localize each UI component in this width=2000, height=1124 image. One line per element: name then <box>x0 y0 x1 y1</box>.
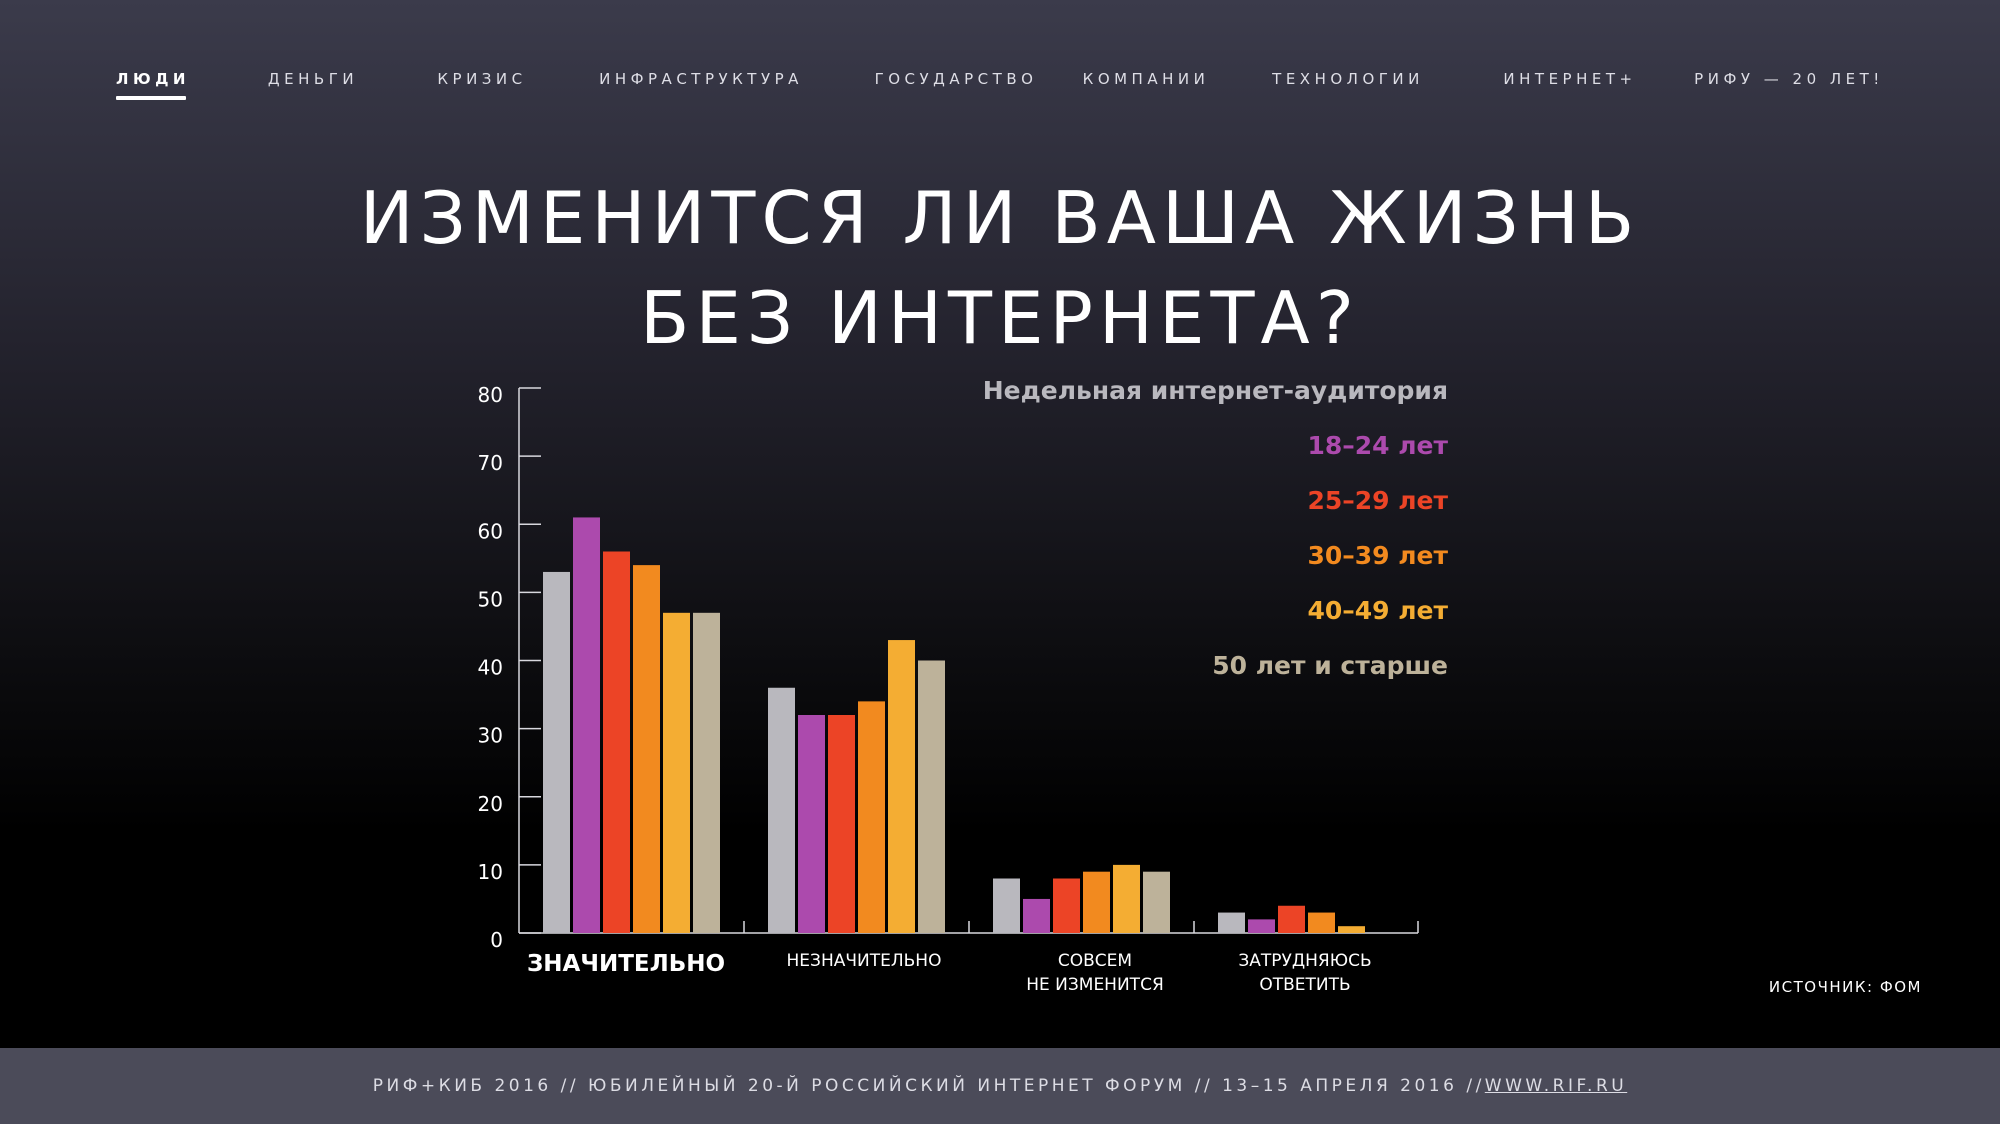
legend-entry-1: Недельная интернет-аудитория <box>983 376 1448 405</box>
bar-2-series-3 <box>828 715 855 933</box>
category-label-1: ЗНАЧИТЕЛЬНО <box>527 951 725 977</box>
legend-entry-3: 25–29 лет <box>1307 486 1448 515</box>
nav-item-5[interactable]: ГОСУДАРСТВО <box>874 70 1038 88</box>
nav-item-3[interactable]: КРИЗИС <box>437 70 527 88</box>
nav-item-7[interactable]: ТЕХНОЛОГИИ <box>1272 70 1424 88</box>
y-tick-label-50: 50 <box>478 587 503 611</box>
bar-2-series-1 <box>768 687 795 933</box>
category-label-2-line-1: НЕЗНАЧИТЕЛЬНО <box>787 951 942 971</box>
bar-1-series-6 <box>693 612 720 933</box>
category-label-4-line-1: ЗАТРУДНЯЮСЬ <box>1238 951 1371 971</box>
top-navigation: ЛЮДИ ДЕНЬГИ КРИЗИС ИНФРАСТРУКТУРА ГОСУДАРСТВ… <box>0 70 2000 110</box>
y-tick-label-30: 30 <box>478 724 503 748</box>
bar-2-series-6 <box>918 660 945 933</box>
bar-2-series-4 <box>858 701 885 933</box>
bar-3-series-4 <box>1083 871 1110 933</box>
footer-site-link[interactable]: WWW.RIF.RU <box>1484 1076 1628 1096</box>
footer-text: РИФ+КИБ 2016 // ЮБИЛЕЙНЫЙ 20-Й РОССИЙСКИ… <box>372 1076 1485 1096</box>
legend-entry-2: 18–24 лет <box>1307 431 1448 460</box>
category-label-4-line-2: ОТВЕТИТЬ <box>1259 975 1350 995</box>
category-label-4: ЗАТРУДНЯЮСЬ ОТВЕТИТЬ <box>1238 951 1371 995</box>
nav-item-6[interactable]: КОМПАНИИ <box>1082 70 1210 88</box>
bar-4-series-1 <box>1218 912 1245 933</box>
bar-4-series-4 <box>1308 912 1335 933</box>
footer-bar: РИФ+КИБ 2016 // ЮБИЛЕЙНЫЙ 20-Й РОССИЙСКИ… <box>0 1048 2000 1124</box>
legend-entry-6: 50 лет и старше <box>1212 651 1448 680</box>
bar-4-series-5 <box>1338 926 1365 933</box>
category-label-1-line-1: ЗНАЧИТЕЛЬНО <box>527 951 725 977</box>
bar-1-series-2 <box>573 517 600 933</box>
page-title-line-1: ИЗМЕНИТСЯ ЛИ ВАША ЖИЗНЬ <box>359 176 1641 260</box>
nav-item-2[interactable]: ДЕНЬГИ <box>267 70 359 88</box>
bar-1-series-3 <box>603 551 630 933</box>
bar-chart: 0 10 20 30 40 50 60 70 80 ЗНАЧИТЕЛЬНО НЕЗНАЧИТЕЛЬН… <box>478 376 1449 995</box>
y-tick-label-60: 60 <box>478 519 503 543</box>
bar-2-series-2 <box>798 715 825 933</box>
page-title: ИЗМЕНИТСЯ ЛИ ВАША ЖИЗНЬ БЕЗ ИНТЕРНЕТА? <box>0 168 2000 368</box>
category-label-3: СОВСЕМ НЕ ИЗМЕНИТСЯ <box>1026 951 1164 995</box>
bar-1-series-5 <box>663 612 690 933</box>
bar-3-series-1 <box>993 878 1020 933</box>
bar-1-series-1 <box>543 571 570 933</box>
legend-entry-5: 40–49 лет <box>1307 596 1448 625</box>
nav-item-1[interactable]: ЛЮДИ <box>116 70 190 100</box>
y-tick-label-70: 70 <box>478 451 503 475</box>
nav-item-9[interactable]: РИФУ — 20 ЛЕТ! <box>1694 70 1884 88</box>
page-title-line-2: БЕЗ ИНТЕРНЕТА? <box>640 276 1360 360</box>
category-label-3-line-2: НЕ ИЗМЕНИТСЯ <box>1026 975 1164 995</box>
bar-1-series-4 <box>633 565 660 933</box>
source-note: ИСТОЧНИК: ФОМ <box>1768 978 1922 996</box>
y-tick-label-80: 80 <box>478 383 503 407</box>
bar-3-series-3 <box>1053 878 1080 933</box>
bar-2-series-5 <box>888 640 915 933</box>
category-label-2: НЕЗНАЧИТЕЛЬНО <box>787 951 942 971</box>
bar-4-series-3 <box>1278 905 1305 933</box>
legend-entry-4: 30–39 лет <box>1307 541 1448 570</box>
bar-3-series-2 <box>1023 898 1050 933</box>
nav-item-4[interactable]: ИНФРАСТРУКТУРА <box>599 70 803 88</box>
y-tick-label-20: 20 <box>478 792 503 816</box>
category-label-3-line-1: СОВСЕМ <box>1058 951 1132 971</box>
nav-item-8[interactable]: ИНТЕРНЕТ+ <box>1503 70 1637 88</box>
bar-3-series-6 <box>1143 871 1170 933</box>
y-tick-label-40: 40 <box>478 656 503 680</box>
bar-3-series-5 <box>1113 864 1140 933</box>
bar-4-series-2 <box>1248 919 1275 933</box>
y-tick-label-10: 10 <box>478 860 503 884</box>
y-tick-label-0: 0 <box>490 928 503 952</box>
